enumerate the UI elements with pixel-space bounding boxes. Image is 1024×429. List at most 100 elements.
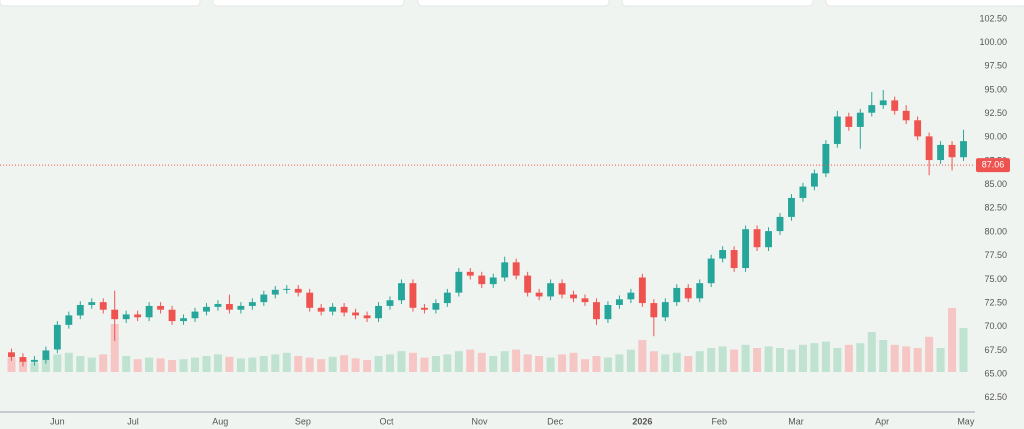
y-tick-label: 92.50 [984, 108, 1007, 118]
volume-bar [741, 344, 750, 372]
candle-body [329, 306, 337, 312]
candle-body [558, 283, 566, 295]
candle-body [214, 304, 222, 307]
volume-bar [959, 328, 968, 372]
volume-bar [535, 356, 544, 372]
volume-bar [695, 351, 704, 372]
candle-body [707, 258, 715, 284]
candle-body [776, 216, 784, 232]
candle-body [730, 250, 738, 269]
candle-body [948, 144, 956, 158]
candle-body [248, 302, 256, 306]
volume-bar [374, 356, 383, 372]
y-tick-label: 72.50 [984, 297, 1007, 307]
volume-bar [638, 340, 647, 372]
volume-bar [798, 344, 807, 372]
y-tick-label: 100.00 [979, 37, 1007, 47]
candle-body [191, 311, 199, 319]
volume-bar [844, 344, 853, 372]
top-cards [0, 0, 1024, 7]
candle-body [420, 307, 428, 310]
candle-body [432, 303, 440, 310]
volume-bar [558, 354, 567, 372]
x-tick-label: Mar [788, 416, 804, 426]
candle-body [409, 283, 417, 308]
volume-bar [684, 356, 693, 372]
candle-body [203, 306, 210, 312]
volume-bar [328, 356, 337, 372]
candle-body [570, 294, 577, 299]
candle-body [547, 283, 555, 297]
volume-bar [902, 346, 911, 372]
candle-body [891, 100, 899, 111]
candle-body [638, 277, 646, 304]
candle-body [719, 250, 727, 259]
volume-bar [867, 332, 876, 372]
volume-bar [707, 348, 716, 372]
volume-bar [672, 352, 681, 372]
volume-bar [363, 360, 372, 372]
volume-bar [179, 359, 188, 372]
volume-bar [7, 357, 16, 372]
volume-bar [87, 357, 96, 372]
volume-bar [259, 356, 268, 372]
y-tick-label: 97.50 [984, 61, 1007, 71]
volume-bar [202, 356, 211, 372]
candle-body [914, 120, 922, 137]
volume-bar [936, 348, 945, 372]
candle-body [260, 294, 268, 303]
volume-bar [282, 352, 291, 372]
candle-body [283, 288, 291, 290]
volume-bar [294, 356, 303, 372]
volume-bar [580, 359, 590, 372]
volume-bar [420, 357, 429, 372]
y-tick-label: 77.50 [984, 250, 1007, 260]
volume-bar [225, 356, 234, 372]
candle-body [960, 141, 967, 158]
volume-bar [592, 356, 601, 372]
candle-body [443, 292, 451, 304]
candle-body [684, 287, 692, 299]
candle-body [661, 302, 669, 318]
candle-body [65, 315, 73, 325]
candle-body [225, 304, 233, 310]
volume-bar [385, 354, 395, 372]
volume-bar [397, 351, 406, 372]
candle-body [168, 309, 176, 322]
volume-bar [730, 349, 739, 372]
candle-body [363, 315, 371, 319]
volume-bar [317, 359, 326, 372]
candle-body [650, 303, 658, 318]
candle-body [271, 289, 279, 295]
volume-bar [466, 349, 475, 372]
last-price-label: 87.06 [982, 160, 1005, 170]
candle-body [317, 307, 325, 312]
y-tick-label: 82.50 [984, 203, 1007, 213]
y-tick-label: 80.00 [984, 226, 1007, 236]
candle-body [868, 105, 876, 113]
candle-body [535, 292, 543, 297]
x-tick-label: May [957, 416, 975, 426]
volume-bar [477, 352, 486, 372]
volume-bar [615, 354, 624, 372]
candle-body [134, 314, 142, 318]
volume-bar [145, 357, 154, 372]
candle-body [294, 288, 302, 293]
candle-body [88, 302, 96, 305]
volume-bar [30, 362, 39, 372]
volume-bar [787, 349, 796, 372]
candle-body [466, 271, 474, 276]
volume-bar [925, 336, 934, 372]
x-tick-label: Nov [471, 416, 488, 426]
volume-bar [190, 357, 200, 372]
volume-bar [879, 340, 888, 372]
x-tick-label: 2026 [632, 416, 652, 426]
x-tick-label: Sep [295, 416, 311, 426]
volume-bar [764, 346, 773, 372]
volume-bar [775, 348, 785, 372]
volume-bar [271, 354, 280, 372]
y-tick-label: 102.50 [979, 13, 1007, 23]
candle-body [180, 318, 187, 322]
volume-bar [833, 348, 842, 372]
candle-body [375, 305, 382, 319]
